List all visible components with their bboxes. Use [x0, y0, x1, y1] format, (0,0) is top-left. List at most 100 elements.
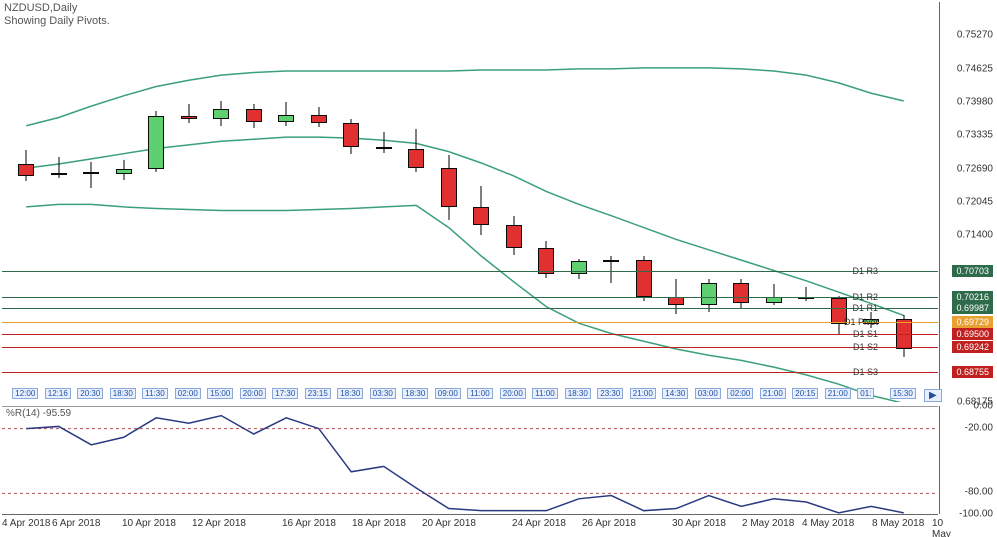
candle[interactable]	[18, 2, 34, 402]
candle-body	[51, 173, 67, 175]
candle[interactable]	[278, 2, 294, 402]
time-tag[interactable]: 21:00	[825, 388, 851, 399]
chart-container: NZDUSD,Daily Showing Daily Pivots. D1 R3…	[0, 0, 997, 537]
candle[interactable]	[408, 2, 424, 402]
candle[interactable]	[831, 2, 847, 402]
pivot-price-tag: 0.70703	[952, 265, 993, 277]
candle[interactable]	[603, 2, 619, 402]
date-label: 24 Apr 2018	[512, 518, 566, 529]
date-label: 10 Apr 2018	[122, 518, 176, 529]
candle-wick	[188, 104, 189, 123]
date-label: 16 Apr 2018	[282, 518, 336, 529]
date-label: 20 Apr 2018	[422, 518, 476, 529]
time-tag[interactable]: 11:30	[142, 388, 167, 399]
candle-body	[18, 164, 34, 176]
candle-body	[376, 147, 392, 149]
date-axis: 4 Apr 20186 Apr 201810 Apr 201812 Apr 20…	[2, 514, 938, 537]
time-tag[interactable]: 20:30	[77, 388, 103, 399]
candle-body	[538, 248, 554, 274]
time-tag[interactable]: 20:00	[240, 388, 266, 399]
pivot-label: D1 S1	[853, 329, 878, 339]
time-tag[interactable]: 21:00	[630, 388, 656, 399]
time-tag[interactable]: 02:00	[727, 388, 753, 399]
candle-wick	[286, 102, 287, 126]
pivot-label: D1 R3	[852, 266, 878, 276]
candle-body	[311, 115, 327, 122]
pivot-line	[2, 297, 938, 298]
time-tag[interactable]: 17:30	[272, 388, 298, 399]
candle[interactable]	[246, 2, 262, 402]
time-tag[interactable]: 11:00	[532, 388, 557, 399]
candle-body	[798, 297, 814, 299]
pivot-price-tag: 0.69242	[952, 341, 993, 353]
time-tag[interactable]: 02:00	[175, 388, 201, 399]
candle[interactable]	[798, 2, 814, 402]
pivot-price-tag: 0.68755	[952, 366, 993, 378]
candle[interactable]	[766, 2, 782, 402]
candle-body	[636, 260, 652, 297]
candle[interactable]	[733, 2, 749, 402]
candle[interactable]	[636, 2, 652, 402]
candle[interactable]	[376, 2, 392, 402]
candle[interactable]	[83, 2, 99, 402]
candle[interactable]	[441, 2, 457, 402]
price-panel[interactable]: D1 R3D1 R2D1 R1D1 PivotD1 S1D1 S2D1 S3	[2, 2, 938, 402]
candle[interactable]	[506, 2, 522, 402]
time-tag[interactable]: 12:16	[45, 388, 71, 399]
candle[interactable]	[181, 2, 197, 402]
price-tick: 0.72690	[957, 163, 993, 174]
pivot-price-tag: 0.70216	[952, 291, 993, 303]
indicator-tick: -100.00	[959, 509, 993, 520]
pivot-label: D1 S2	[853, 342, 878, 352]
candle[interactable]	[896, 2, 912, 402]
time-tag[interactable]: 03:00	[695, 388, 721, 399]
pivot-line	[2, 347, 938, 348]
time-tag[interactable]: 09:00	[435, 388, 461, 399]
time-tag[interactable]: 18:30	[402, 388, 428, 399]
time-tag[interactable]: 21:00	[760, 388, 786, 399]
candle[interactable]	[538, 2, 554, 402]
date-label: 18 Apr 2018	[352, 518, 406, 529]
time-tag[interactable]: 20:15	[792, 388, 818, 399]
time-tag[interactable]: 03:30	[370, 388, 396, 399]
candle-body	[181, 116, 197, 119]
time-tag[interactable]: 18:30	[337, 388, 363, 399]
candle-body	[343, 123, 359, 148]
pivot-line	[2, 334, 938, 335]
candle[interactable]	[311, 2, 327, 402]
candle[interactable]	[473, 2, 489, 402]
price-tick: 0.71400	[957, 230, 993, 241]
candle[interactable]	[213, 2, 229, 402]
indicator-panel[interactable]: %R(14) -95.59	[2, 406, 938, 515]
pivot-price-tag: 0.69500	[952, 328, 993, 340]
time-tag[interactable]: 18:30	[110, 388, 136, 399]
candle[interactable]	[571, 2, 587, 402]
candle-body	[246, 109, 262, 122]
candle-body	[506, 225, 522, 248]
candle-body	[473, 207, 489, 225]
date-label: 30 Apr 2018	[672, 518, 726, 529]
time-tag[interactable]: 12:00	[12, 388, 38, 399]
time-tag[interactable]: 20:00	[500, 388, 526, 399]
time-tag[interactable]: 18:30	[565, 388, 591, 399]
indicator-tick: -20.00	[965, 422, 993, 433]
time-tag[interactable]: 23:30	[597, 388, 623, 399]
candle-wick	[91, 162, 92, 188]
candle-body	[278, 115, 294, 121]
candle-body	[83, 172, 99, 174]
time-tag[interactable]: 23:15	[305, 388, 331, 399]
time-tag[interactable]: 11:00	[467, 388, 492, 399]
time-tag[interactable]: 14:30	[662, 388, 688, 399]
candle[interactable]	[116, 2, 132, 402]
candle[interactable]	[343, 2, 359, 402]
candle[interactable]	[51, 2, 67, 402]
scroll-right-arrow[interactable]: ▶	[924, 389, 942, 402]
time-tag[interactable]: 01:	[857, 388, 874, 399]
candle[interactable]	[668, 2, 684, 402]
price-tick: 0.75270	[957, 30, 993, 41]
candle[interactable]	[701, 2, 717, 402]
time-tag[interactable]: 15:00	[207, 388, 233, 399]
candle[interactable]	[148, 2, 164, 402]
indicator-line	[26, 416, 904, 513]
time-tag[interactable]: 15:30	[890, 388, 916, 399]
